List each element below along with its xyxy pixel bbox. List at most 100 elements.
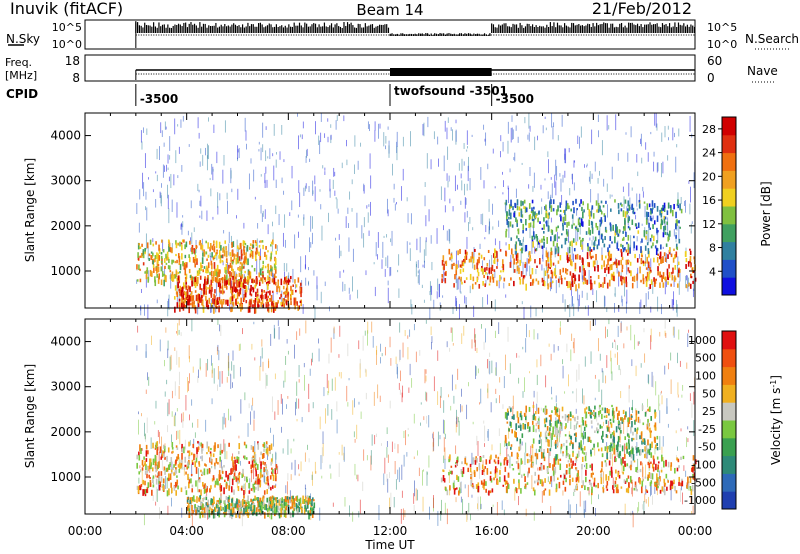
echo-cell <box>136 462 138 469</box>
echo-cell <box>462 261 465 267</box>
echo-cell <box>451 263 454 270</box>
echo-cell <box>249 299 251 305</box>
echo-cell <box>261 240 264 243</box>
scatter-dot <box>617 152 619 161</box>
scatter-dot <box>686 437 688 448</box>
scatter-dot <box>364 368 366 373</box>
scatter-dot <box>640 138 642 145</box>
echo-cell <box>478 283 481 289</box>
echo-cell <box>461 281 463 285</box>
echo-cell <box>250 293 253 297</box>
scatter-dot <box>666 253 668 263</box>
echo-cell <box>631 203 634 209</box>
scatter-dot <box>575 226 577 243</box>
scatter-dot <box>444 458 446 470</box>
scatter-dot <box>136 279 138 284</box>
echo-cell <box>161 239 163 243</box>
echo-cell <box>595 200 598 206</box>
echo-cell <box>562 224 564 231</box>
echo-cell <box>456 264 458 270</box>
echo-cell <box>524 261 527 266</box>
echo-cell <box>266 470 269 477</box>
echo-cell <box>636 258 639 263</box>
scatter-dot <box>431 261 433 271</box>
echo-cell <box>657 270 659 276</box>
scatter-dot <box>145 191 147 200</box>
echo-cell <box>559 463 562 471</box>
scatter-dot <box>690 496 692 504</box>
scatter-dot <box>693 172 695 189</box>
echo-cell <box>628 216 631 221</box>
scatter-dot <box>413 413 415 424</box>
echo-cell <box>673 254 676 259</box>
echo-cell <box>184 284 187 288</box>
scatter-dot <box>553 344 555 353</box>
scatter-dot <box>171 461 173 474</box>
scatter-dot <box>444 205 446 213</box>
echo-cell <box>183 239 185 243</box>
echo-cell <box>488 267 491 274</box>
echo-cell <box>280 507 283 514</box>
scatter-dot <box>463 143 465 149</box>
scatter-dot <box>308 267 309 271</box>
scatter-dot <box>163 142 165 147</box>
echo-cell <box>274 497 277 500</box>
scatter-dot <box>540 184 542 190</box>
echo-cell <box>215 277 218 283</box>
echo-cell <box>622 226 625 229</box>
echo-cell <box>598 230 600 236</box>
echo-cell <box>550 251 552 259</box>
scatter-dot <box>238 344 240 351</box>
echo-cell <box>219 443 222 450</box>
scatter-dot <box>430 326 432 335</box>
echo-cell <box>260 277 262 281</box>
scatter-dot <box>308 280 310 285</box>
echo-cell <box>629 261 632 266</box>
echo-cell <box>244 277 247 284</box>
scatter-dot <box>525 338 527 353</box>
scatter-dot <box>602 370 604 383</box>
echo-cell <box>160 476 163 483</box>
echo-cell <box>606 488 609 491</box>
echo-cell <box>265 464 267 467</box>
scatter-dot <box>299 328 301 336</box>
scatter-dot <box>466 183 468 191</box>
echo-cell <box>164 469 166 475</box>
scatter-dot <box>276 245 278 252</box>
echo-cell <box>685 264 687 269</box>
scatter-dot <box>542 254 543 259</box>
echo-cell <box>656 205 659 212</box>
echo-cell <box>480 254 483 259</box>
echo-cell <box>228 503 230 510</box>
scatter-dot <box>160 192 162 204</box>
echo-cell <box>626 252 629 256</box>
scatter-dot <box>597 114 599 122</box>
scatter-dot <box>540 407 542 411</box>
scatter-dot <box>159 507 160 519</box>
echo-cell <box>222 290 225 294</box>
echo-cell <box>157 266 160 273</box>
echo-cell <box>562 222 564 227</box>
echo-cell <box>156 441 159 447</box>
echo-cell <box>220 277 223 281</box>
echo-cell <box>578 283 580 289</box>
scatter-dot <box>365 270 367 276</box>
scatter-dot <box>231 188 233 193</box>
echo-cell <box>215 241 218 249</box>
echo-cell <box>180 465 182 469</box>
scatter-dot <box>575 388 577 403</box>
scatter-dot <box>167 154 169 164</box>
echo-cell <box>636 466 638 473</box>
scatter-dot <box>458 304 460 319</box>
scatter-dot <box>680 488 681 502</box>
echo-cell <box>615 259 618 266</box>
echo-cell <box>191 488 194 493</box>
scatter-dot <box>456 300 457 311</box>
scatter-dot <box>206 210 208 221</box>
scatter-dot <box>553 441 555 446</box>
scatter-dot <box>628 182 630 197</box>
echo-cell <box>554 234 557 242</box>
scatter-dot <box>353 431 355 438</box>
echo-cell <box>249 253 252 258</box>
